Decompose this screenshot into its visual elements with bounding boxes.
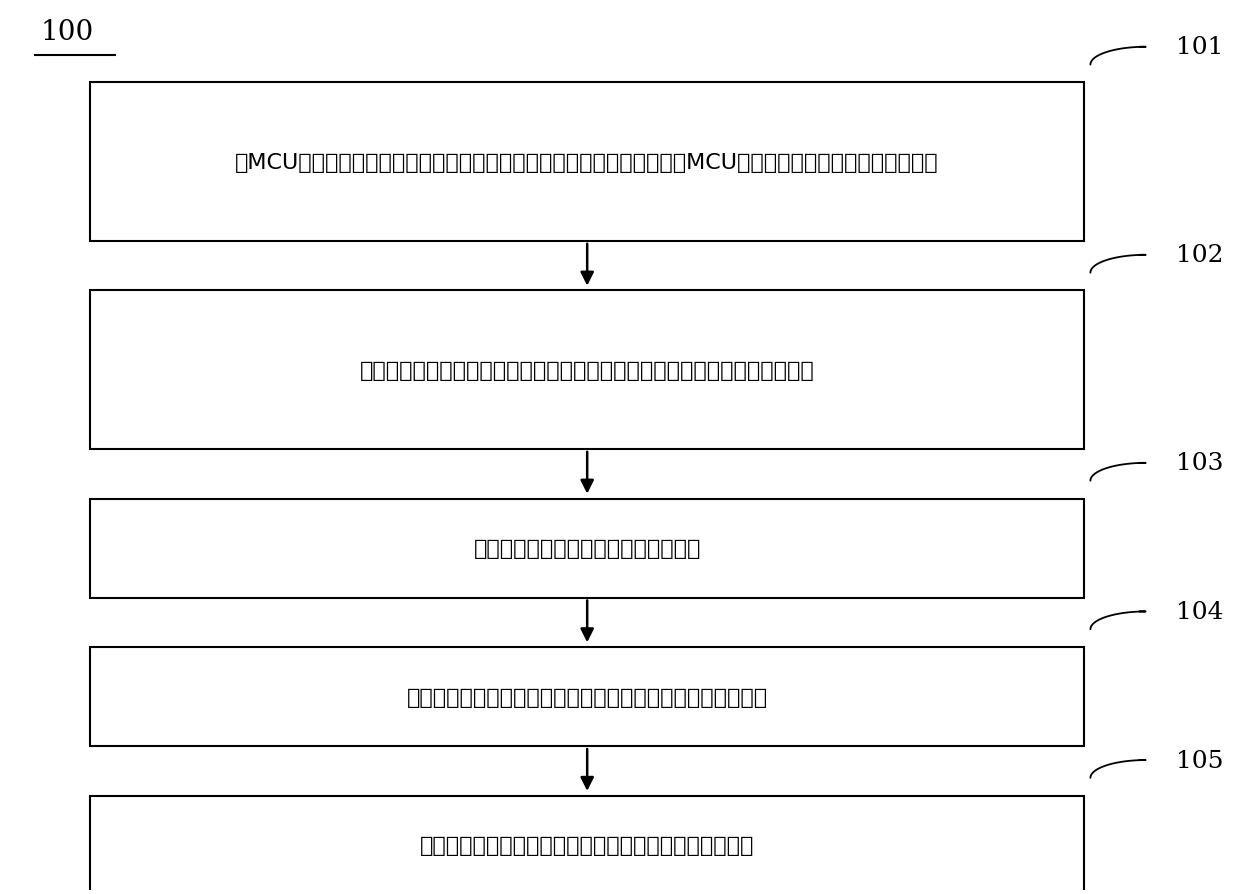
Text: 104: 104 xyxy=(1177,600,1224,623)
Text: 当MCU模块的第一外设集和处理器模块的第二外设集均正常工作时，判断MCU模块和处理器模块的心跳是否同步: 当MCU模块的第一外设集和处理器模块的第二外设集均正常工作时，判断MCU模块和处… xyxy=(236,153,939,173)
Bar xyxy=(91,796,1084,894)
Text: 101: 101 xyxy=(1177,37,1224,59)
Text: 判断故障处理器模块是否可以软件修复: 判断故障处理器模块是否可以软件修复 xyxy=(474,538,701,559)
Text: 102: 102 xyxy=(1177,244,1224,267)
Text: 当软件修复失败时，对故障处理器模块进行重新上电并初始化: 当软件修复失败时，对故障处理器模块进行重新上电并初始化 xyxy=(407,687,768,707)
Bar xyxy=(91,499,1084,598)
Text: 当不同步时，确定故障处理器模块，并报出故障处理器模块对应的第一故障码: 当不同步时，确定故障处理器模块，并报出故障处理器模块对应的第一故障码 xyxy=(360,360,815,380)
Text: 当无法修复故障时，向云端监控平台上报所述第一故障码: 当无法修复故障时，向云端监控平台上报所述第一故障码 xyxy=(420,835,754,856)
Text: 105: 105 xyxy=(1177,748,1224,772)
Text: 100: 100 xyxy=(41,19,94,46)
Bar xyxy=(91,291,1084,450)
Bar xyxy=(91,83,1084,241)
Bar xyxy=(91,647,1084,746)
Text: 103: 103 xyxy=(1177,451,1224,475)
